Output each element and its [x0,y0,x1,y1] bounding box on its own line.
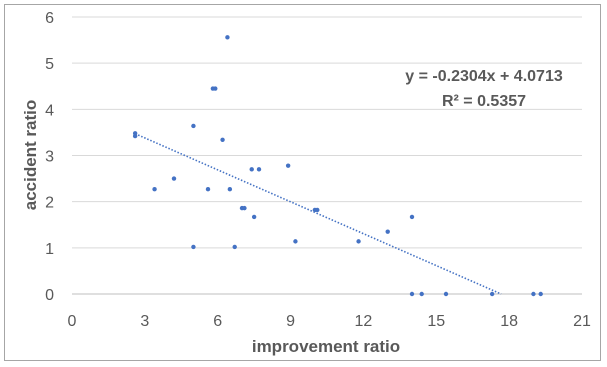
data-points [132,35,543,297]
y-tick-4: 4 [45,102,54,119]
x-tick-9: 9 [286,313,295,330]
data-point [531,291,536,297]
x-tick-18: 18 [500,313,518,330]
data-point [232,244,237,250]
x-tick-labels: 0 3 6 9 12 15 18 21 [68,313,591,330]
x-tick-0: 0 [68,313,77,330]
data-point [205,187,211,192]
data-point [256,167,262,172]
trendline-equation: y = -0.2304x + 4.0713 [405,68,563,85]
data-point [443,291,449,297]
data-point [385,229,390,234]
data-point [251,214,257,220]
data-point [489,291,495,297]
y-tick-6: 6 [45,10,54,27]
r-squared-label: R² = 0.5357 [442,93,526,110]
data-point [538,291,543,297]
x-tick-15: 15 [427,313,445,330]
y-tick-0: 0 [45,287,54,304]
x-axis-title: improvement ratio [252,337,400,356]
x-tick-12: 12 [355,313,373,330]
data-point [242,205,247,211]
y-tick-3: 3 [45,149,54,166]
data-point [356,239,361,244]
data-point [249,167,254,172]
data-point [315,207,320,213]
data-point [227,187,233,192]
data-point [409,214,415,220]
y-tick-1: 1 [45,241,54,258]
data-point [171,176,177,181]
data-point [419,291,424,297]
x-tick-21: 21 [573,313,591,330]
data-point [132,131,138,136]
x-tick-6: 6 [213,313,222,330]
data-point [409,291,415,297]
y-tick-5: 5 [45,56,54,73]
data-point [191,244,196,250]
y-axis-title: accident ratio [21,100,40,211]
y-tick-2: 2 [45,195,54,212]
trendline [134,132,502,295]
data-point [152,187,157,192]
data-point [220,137,225,143]
trendline-group [134,132,502,295]
data-point [213,86,218,91]
grid-lines [72,16,582,295]
x-tick-3: 3 [140,313,149,330]
data-point [285,163,291,168]
data-point [225,35,230,40]
data-point [293,239,298,244]
y-tick-labels: 0 1 2 3 4 5 6 [45,10,54,304]
data-point [191,123,196,129]
